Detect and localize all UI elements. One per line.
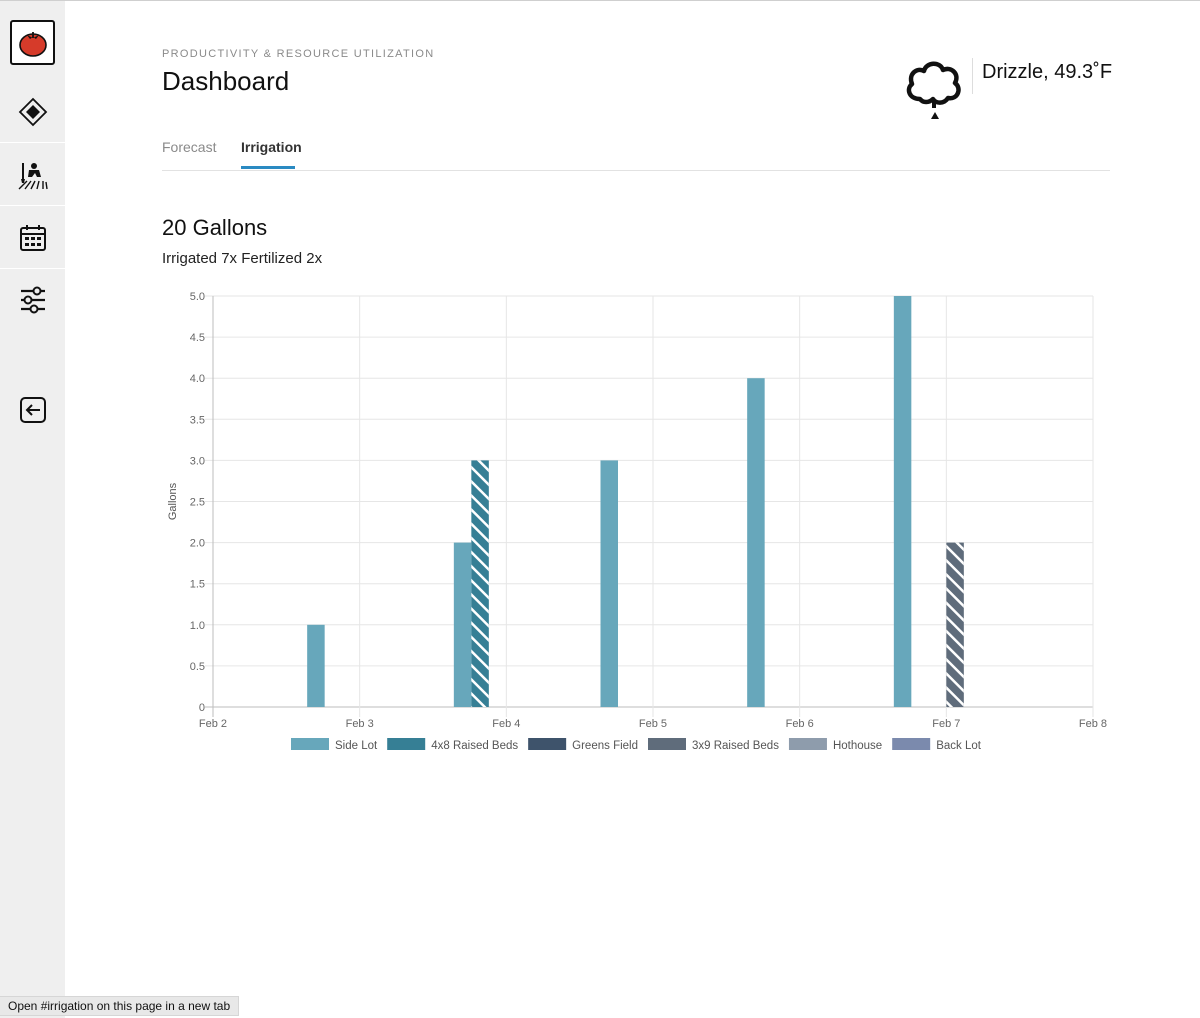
bar-side-lot	[747, 378, 765, 707]
chart-axes: 0 0.5 1.0 1.5 2.0 2.5 3.0 3.5 4.0 4.5 5.0 Feb 2 Feb …	[167, 291, 1107, 730]
x-tick-label: Feb 6	[786, 718, 814, 730]
drizzle-cloud-icon	[906, 61, 961, 119]
y-tick-label: 1.5	[190, 579, 205, 591]
legend-swatch-4x8-raised-beds	[387, 738, 426, 750]
logout-icon	[19, 397, 46, 423]
y-tick-label: 0.5	[190, 661, 205, 673]
x-tick-label: Feb 5	[639, 718, 667, 730]
bar-side-lot	[307, 624, 325, 707]
y-tick-label: 5.0	[190, 291, 205, 303]
irrigation-detail: Irrigated 7x Fertilized 2x	[162, 250, 323, 267]
legend-label-back-lot: Back Lot	[936, 740, 982, 752]
status-bar: Open #irrigation on this page in a new t…	[0, 996, 240, 1016]
y-tick-label: 2.5	[190, 497, 205, 509]
legend-swatch-3x9-raised-beds	[648, 738, 686, 750]
page-title: Dashboard	[162, 66, 290, 96]
x-tick-label: Feb 4	[492, 718, 520, 730]
x-tick-label: Feb 8	[1079, 718, 1107, 730]
weather-text: Drizzle, 49.3˚F	[982, 61, 1113, 83]
irrigation-chart: 0 0.5 1.0 1.5 2.0 2.5 3.0 3.5 4.0 4.5 5.0 Feb 2 Feb …	[167, 291, 1107, 752]
irrigation-total: 20 Gallons	[162, 215, 268, 240]
tab-irrigation[interactable]: Irrigation	[241, 139, 302, 155]
x-tick-label: Feb 2	[199, 718, 227, 730]
bar-side-lot	[453, 542, 472, 707]
sidebar-item-calendar[interactable]	[0, 207, 65, 269]
bar-side-lot	[600, 460, 618, 707]
weather-divider	[972, 58, 973, 94]
sidebar-item-garden[interactable]	[0, 144, 65, 206]
bar-side-lot	[893, 296, 912, 707]
x-tick-label: Feb 7	[932, 718, 960, 730]
bar-hatch	[471, 460, 489, 707]
y-tick-label: 4.5	[190, 332, 205, 344]
sidebar-item-overview[interactable]	[0, 81, 65, 143]
x-tick-label: Feb 3	[346, 718, 374, 730]
legend-swatch-greens-field	[528, 738, 567, 750]
chart-grid	[205, 295, 1094, 717]
tomato-logo-icon	[18, 31, 47, 57]
page-subtitle: PRODUCTIVITY & RESOURCE UTILIZATION	[162, 48, 435, 60]
chart-bars	[307, 296, 964, 707]
y-tick-label: 3.5	[190, 414, 205, 426]
home-logo-button[interactable]	[10, 20, 55, 65]
sidebar-item-settings[interactable]	[0, 269, 65, 331]
y-tick-label: 1.0	[190, 620, 205, 632]
logout-button[interactable]	[0, 379, 65, 441]
sidebar	[0, 1, 65, 1018]
y-tick-label: 4.0	[190, 373, 205, 385]
y-axis-label: Gallons	[167, 482, 179, 520]
calendar-icon	[19, 224, 46, 251]
y-tick-label: 3.0	[190, 455, 205, 467]
legend-swatch-hothouse	[788, 738, 827, 750]
legend-swatch-back-lot	[892, 738, 931, 750]
legend-label-hothouse: Hothouse	[833, 740, 882, 752]
y-tick-label: 2.0	[190, 538, 205, 550]
tab-forecast[interactable]: Forecast	[162, 139, 217, 155]
tab-bar: Forecast Irrigation	[162, 130, 1110, 171]
bar-hatch	[946, 542, 964, 707]
y-tick-label: 0	[199, 702, 205, 714]
diamond-nav-icon	[18, 97, 47, 126]
legend-label-greens-field: Greens Field	[572, 740, 638, 752]
sliders-icon	[20, 286, 45, 314]
gardener-icon	[18, 162, 48, 189]
window-top-border	[0, 0, 1200, 1]
legend-label-side-lot: Side Lot	[335, 740, 378, 752]
active-tab-indicator	[241, 166, 295, 169]
chart-legend: Side Lot 4x8 Raised Beds Greens Field 3x9 R…	[291, 738, 982, 752]
legend-swatch-side-lot	[291, 738, 329, 750]
legend-label-4x8-raised-beds: 4x8 Raised Beds	[431, 740, 518, 752]
legend-label-3x9-raised-beds: 3x9 Raised Beds	[692, 740, 779, 752]
